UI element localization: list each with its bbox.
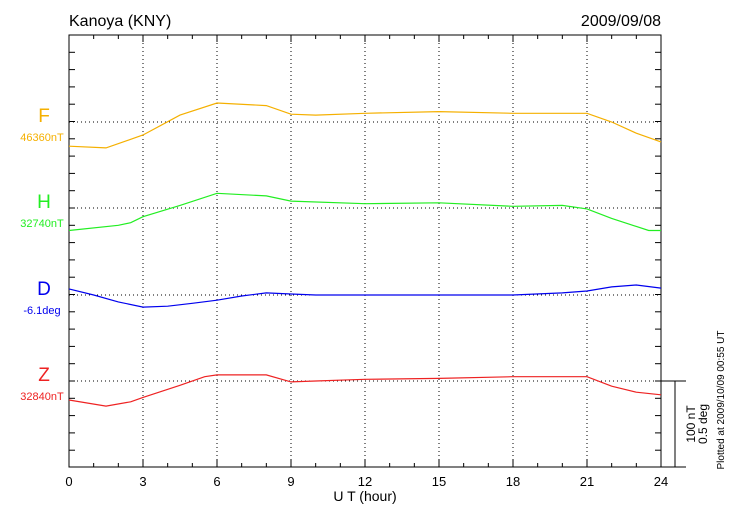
plotted-at-footer: Plotted at 2009/10/09 00:55 UT: [716, 331, 727, 470]
x-tick-label: 0: [65, 474, 72, 489]
series-name-Z: Z: [38, 365, 50, 386]
x-tick-label: 6: [213, 474, 220, 489]
chart-date: 2009/09/08: [581, 13, 661, 30]
series-baseline-D: -6.1deg: [23, 305, 60, 317]
x-tick-label: 9: [287, 474, 294, 489]
x-axis-label: U T (hour): [333, 488, 396, 504]
series-line-Z: [68, 374, 662, 407]
x-tick-label: 3: [139, 474, 146, 489]
series-baseline-F: 46360nT: [20, 132, 64, 144]
series-name-H: H: [37, 192, 51, 213]
chart-title: Kanoya (KNY): [69, 13, 171, 30]
series-line-D: [68, 284, 662, 308]
scale-bar-deg-label: 0.5 deg: [696, 404, 710, 444]
series-line-F: [68, 102, 662, 149]
x-tick-label: 12: [358, 474, 372, 489]
x-tick-label: 21: [580, 474, 594, 489]
x-tick-label: 24: [654, 474, 668, 489]
scale-bar-nt-label: 100 nT: [684, 405, 698, 443]
series-name-D: D: [37, 279, 51, 300]
series-name-F: F: [38, 106, 50, 127]
series-baseline-H: 32740nT: [20, 218, 64, 230]
x-tick-label: 18: [506, 474, 520, 489]
series-baseline-Z: 32840nT: [20, 391, 64, 403]
series-line-H: [68, 192, 661, 232]
x-tick-label: 15: [432, 474, 446, 489]
